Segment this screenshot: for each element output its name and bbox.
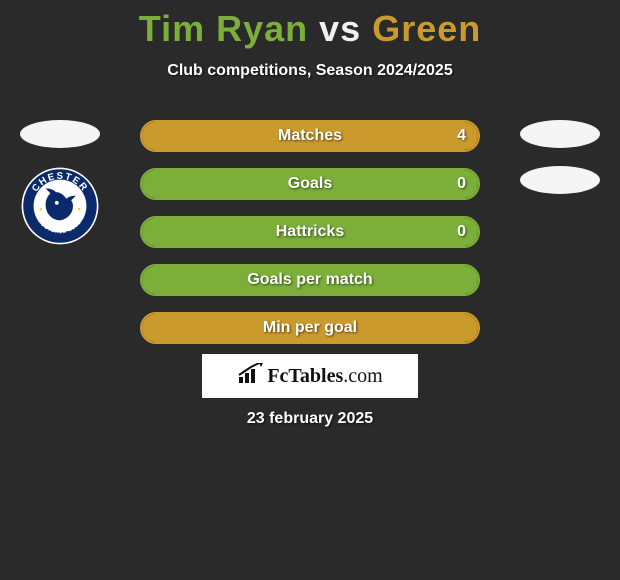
player2-name: Green — [372, 8, 481, 49]
stat-label: Goals per match — [247, 271, 372, 289]
player1-club-crest: CHESTER FOOTBALL·CLUB — [20, 166, 100, 246]
comparison-card: Tim Ryan vs Green Club competitions, Sea… — [0, 0, 620, 580]
stat-value-right: 0 — [457, 175, 466, 193]
player2-club-placeholder-icon — [520, 166, 600, 194]
stat-label: Matches — [278, 127, 342, 145]
player1-placeholder-icon — [20, 120, 100, 148]
left-badge-column: CHESTER FOOTBALL·CLUB — [15, 120, 105, 246]
stats-panel: Matches 4 Goals 0 Hattricks 0 Goals per match M… — [140, 120, 480, 360]
player2-placeholder-icon — [520, 120, 600, 148]
stat-value-right: 0 — [457, 223, 466, 241]
right-badge-column — [515, 120, 605, 212]
stat-row: Min per goal — [140, 312, 480, 344]
stat-row: Hattricks 0 — [140, 216, 480, 248]
page-title: Tim Ryan vs Green — [0, 0, 620, 50]
footer-date: 23 february 2025 — [0, 410, 620, 428]
stat-label: Hattricks — [276, 223, 344, 241]
brand-badge[interactable]: FcTables.com — [202, 354, 418, 398]
vs-separator: vs — [319, 8, 361, 49]
stat-row: Goals per match — [140, 264, 480, 296]
brand-name: FcTables — [267, 365, 343, 387]
stat-row: Matches 4 — [140, 120, 480, 152]
stat-label: Min per goal — [263, 319, 357, 337]
stat-label: Goals — [288, 175, 332, 193]
brand-chart-icon — [237, 363, 263, 390]
brand-suffix: .com — [343, 365, 382, 387]
player1-name: Tim Ryan — [139, 8, 308, 49]
brand-text: FcTables.com — [267, 365, 382, 388]
subtitle: Club competitions, Season 2024/2025 — [0, 62, 620, 80]
stat-value-right: 4 — [457, 127, 466, 145]
stat-row: Goals 0 — [140, 168, 480, 200]
